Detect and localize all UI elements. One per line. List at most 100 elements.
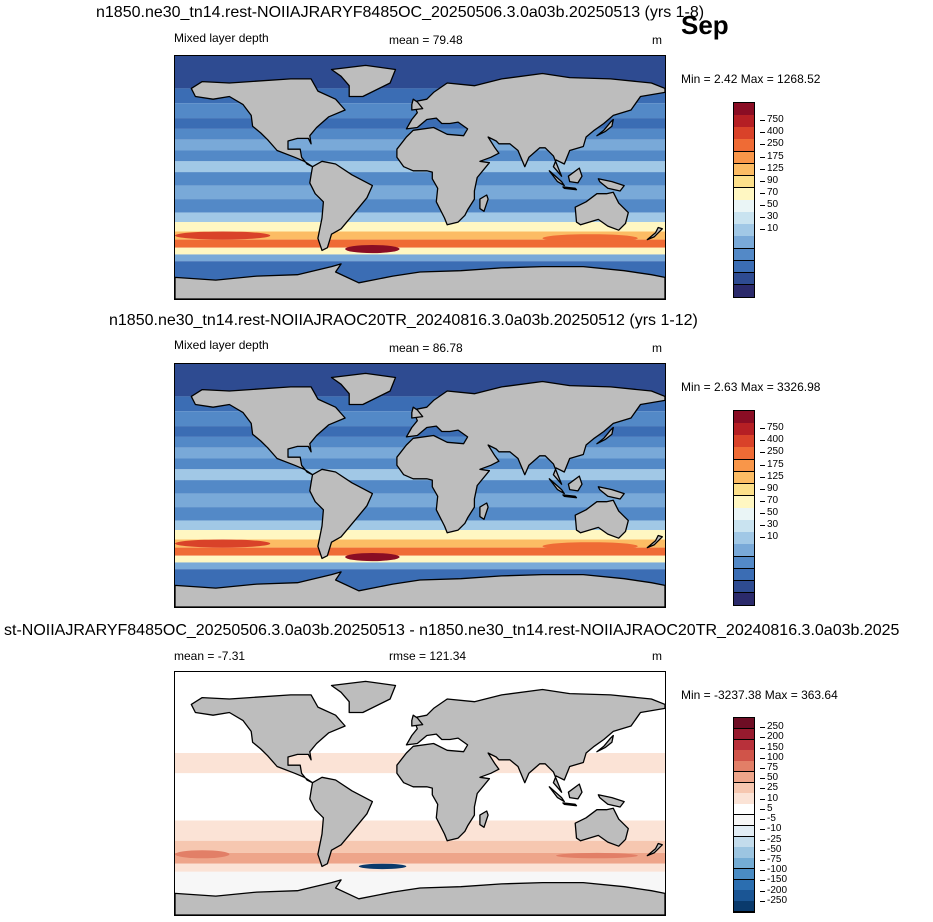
colorbar-box <box>734 544 754 557</box>
colorbar-tick-label: 10 <box>759 531 779 543</box>
ocean-band <box>175 172 665 186</box>
panel1-minmax-label: Min = 2.42 Max = 1268.52 <box>681 72 821 86</box>
ocean-band <box>175 863 665 872</box>
ocean-anomaly-patch <box>556 852 638 859</box>
colorbar-box <box>734 890 754 902</box>
land-polygon <box>396 688 665 842</box>
colorbar-tick-label: -10 <box>759 823 782 835</box>
ocean-band <box>175 239 665 248</box>
land-polygon <box>574 499 629 539</box>
land-polygon <box>548 170 565 187</box>
panel1-title: n1850.ne30_tn14.rest-NOIIAJRARYF8485OC_2… <box>96 4 705 21</box>
colorbar-box <box>734 151 754 165</box>
ocean-band <box>175 852 665 864</box>
world-map-svg <box>175 364 665 607</box>
panel2-variable-label: Mixed layer depth <box>174 338 269 352</box>
ocean-anomaly-patch <box>175 231 271 240</box>
ocean-band <box>175 840 665 853</box>
colorbar-box <box>734 815 754 827</box>
ocean-band <box>175 212 665 223</box>
colorbar-tick-label: 250 <box>760 446 784 458</box>
land-polygon <box>309 468 374 560</box>
colorbar-tick-label: -150 <box>759 874 788 886</box>
ocean-band <box>175 185 665 200</box>
colorbar-tick-label: 175 <box>760 458 784 470</box>
colorbar-box <box>734 836 754 848</box>
land-polygon <box>596 734 614 753</box>
world-map-svg <box>175 672 665 915</box>
colorbar-tick-label: 70 <box>759 494 779 506</box>
ocean-anomaly-patch <box>542 542 638 551</box>
panel1-units-label: m <box>652 33 662 47</box>
land-polygon <box>479 810 489 828</box>
colorbar-tick-label: 10 <box>759 792 779 804</box>
colorbar-tick-label: 400 <box>760 126 784 138</box>
ocean-band <box>175 820 665 841</box>
colorbar-box <box>734 879 754 891</box>
colorbar-tick-label: 70 <box>759 186 779 198</box>
colorbar-tick-label: 750 <box>760 422 784 434</box>
ocean-band <box>175 555 665 563</box>
colorbar-tick-label: 25 <box>759 782 779 794</box>
colorbar-box <box>734 471 754 485</box>
panel3-rmse-label: rmse = 121.34 <box>389 649 467 663</box>
colorbar-tick-label: 150 <box>760 741 784 753</box>
colorbar-box <box>734 236 754 249</box>
land-polygon <box>175 263 665 299</box>
land-polygon <box>567 475 583 492</box>
colorbar-box <box>734 771 754 784</box>
ocean-band <box>175 231 665 240</box>
land-polygon <box>597 178 625 192</box>
colorbar-box <box>734 175 754 189</box>
panel2-units-label: m <box>652 341 662 355</box>
land-polygon <box>411 714 424 727</box>
colorbar-box <box>734 435 754 448</box>
ocean-band <box>175 520 665 531</box>
panel3-mean-label: mean = -7.31 <box>174 649 246 663</box>
ocean-band <box>175 247 665 255</box>
land-polygon <box>597 794 625 808</box>
colorbar-tick-label: -75 <box>759 853 782 865</box>
colorbar-box <box>734 495 754 509</box>
land-polygon <box>646 226 663 241</box>
colorbar-tick-label: -200 <box>759 884 788 896</box>
colorbar-box <box>734 127 754 140</box>
land-polygon <box>479 194 489 212</box>
colorbar-box <box>734 847 754 859</box>
land-polygon <box>548 478 565 495</box>
colorbar-box <box>734 580 754 594</box>
panel3-colorbar <box>733 717 755 913</box>
colorbar-tick-label: 75 <box>759 762 779 774</box>
colorbar-tick-label: -50 <box>759 843 782 855</box>
land-polygon <box>330 372 397 406</box>
colorbar-tick-label: 750 <box>760 114 784 126</box>
colorbar-box <box>734 212 754 225</box>
panel1-mean-label: mean = 79.48 <box>389 33 463 47</box>
colorbar-tick-label: -5 <box>760 813 776 825</box>
land-polygon <box>396 72 665 226</box>
land-polygon <box>411 98 424 111</box>
colorbar-box <box>734 718 754 730</box>
colorbar-tick-label: 5 <box>760 802 773 814</box>
panel1-variable-label: Mixed layer depth <box>174 31 269 45</box>
panel3-title: st-NOIIAJRARYF8485OC_20250506.3.0a03b.20… <box>4 622 900 639</box>
colorbar-tick-label: -100 <box>759 864 788 876</box>
ocean-band <box>175 493 665 508</box>
colorbar-box <box>734 103 754 116</box>
colorbar-box <box>734 793 754 805</box>
colorbar-box <box>734 825 754 838</box>
land-polygon <box>574 807 629 847</box>
panel3-map <box>174 671 666 916</box>
colorbar-box <box>734 284 754 298</box>
colorbar-tick-label: 200 <box>760 731 784 743</box>
colorbar-tick-label: -250 <box>759 894 788 906</box>
ocean-anomaly-patch <box>345 553 400 562</box>
land-polygon <box>548 786 565 803</box>
colorbar-tick-label: 250 <box>760 721 784 733</box>
colorbar-tick-label: 125 <box>760 162 784 174</box>
land-polygon <box>562 494 578 499</box>
colorbar-box <box>734 459 754 473</box>
colorbar-tick-label: 30 <box>759 211 779 223</box>
colorbar-box <box>734 782 754 794</box>
ocean-anomaly-patch <box>542 234 638 243</box>
